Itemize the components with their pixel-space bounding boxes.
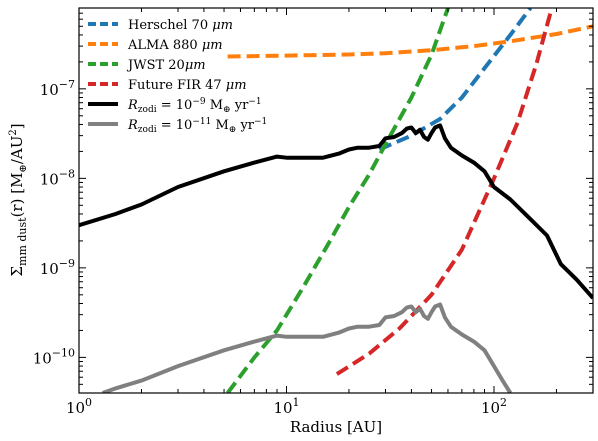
- y-axis-label-sq: 2: [8, 129, 19, 135]
- y-tick-label-2: 10−8: [40, 167, 75, 188]
- legend-label-4: Rzodi = 10−9 M⊕ yr−1: [127, 97, 262, 115]
- legend-label-5: Rzodi = 10−11 M⊕ yr−1: [127, 117, 267, 135]
- y-axis-label-sigma: Σ: [8, 266, 26, 277]
- series-line-4: [79, 123, 593, 300]
- tick-labels-layer: 100 101 102 10−10 10−9 10−8 10−7: [33, 78, 507, 417]
- y-axis-label-close: ]: [8, 123, 26, 129]
- x-axis-label: Radius [AU]: [290, 418, 382, 436]
- plot-frame: [78, 7, 594, 394]
- legend: Herschel 70 μm ALMA 880 μm JWST 20μm Future…: [88, 18, 267, 135]
- legend-label-3: Future FIR 47 μm: [128, 78, 247, 93]
- series-line-1: [227, 24, 593, 59]
- series-line-2: [226, 8, 450, 393]
- series-line-3: [335, 8, 554, 376]
- x-tick-label-1: 101: [273, 396, 299, 417]
- x-tick-label-2: 102: [481, 396, 507, 417]
- y-tick-label-0: 10−10: [33, 346, 75, 367]
- y-tick-label-1: 10−9: [40, 257, 75, 278]
- legend-label-2: JWST 20μm: [126, 58, 206, 73]
- y-axis-label-sub: mm dust: [16, 217, 29, 266]
- y-axis-label-per: /AU: [8, 136, 26, 165]
- y-axis-label-paren: (r) [M: [8, 173, 26, 218]
- series-line-0: [378, 8, 533, 152]
- legend-label-0: Herschel 70 μm: [128, 18, 233, 33]
- y-axis-label-earth: ⊕: [18, 164, 29, 172]
- series-line-5: [101, 302, 513, 393]
- y-axis-label: Σmm dust(r) [M⊕/AU2]: [8, 123, 29, 276]
- series-layer: [79, 8, 593, 393]
- x-tick-label-0: 100: [66, 396, 92, 417]
- y-tick-label-3: 10−7: [40, 78, 75, 99]
- legend-label-1: ALMA 880 μm: [127, 38, 223, 53]
